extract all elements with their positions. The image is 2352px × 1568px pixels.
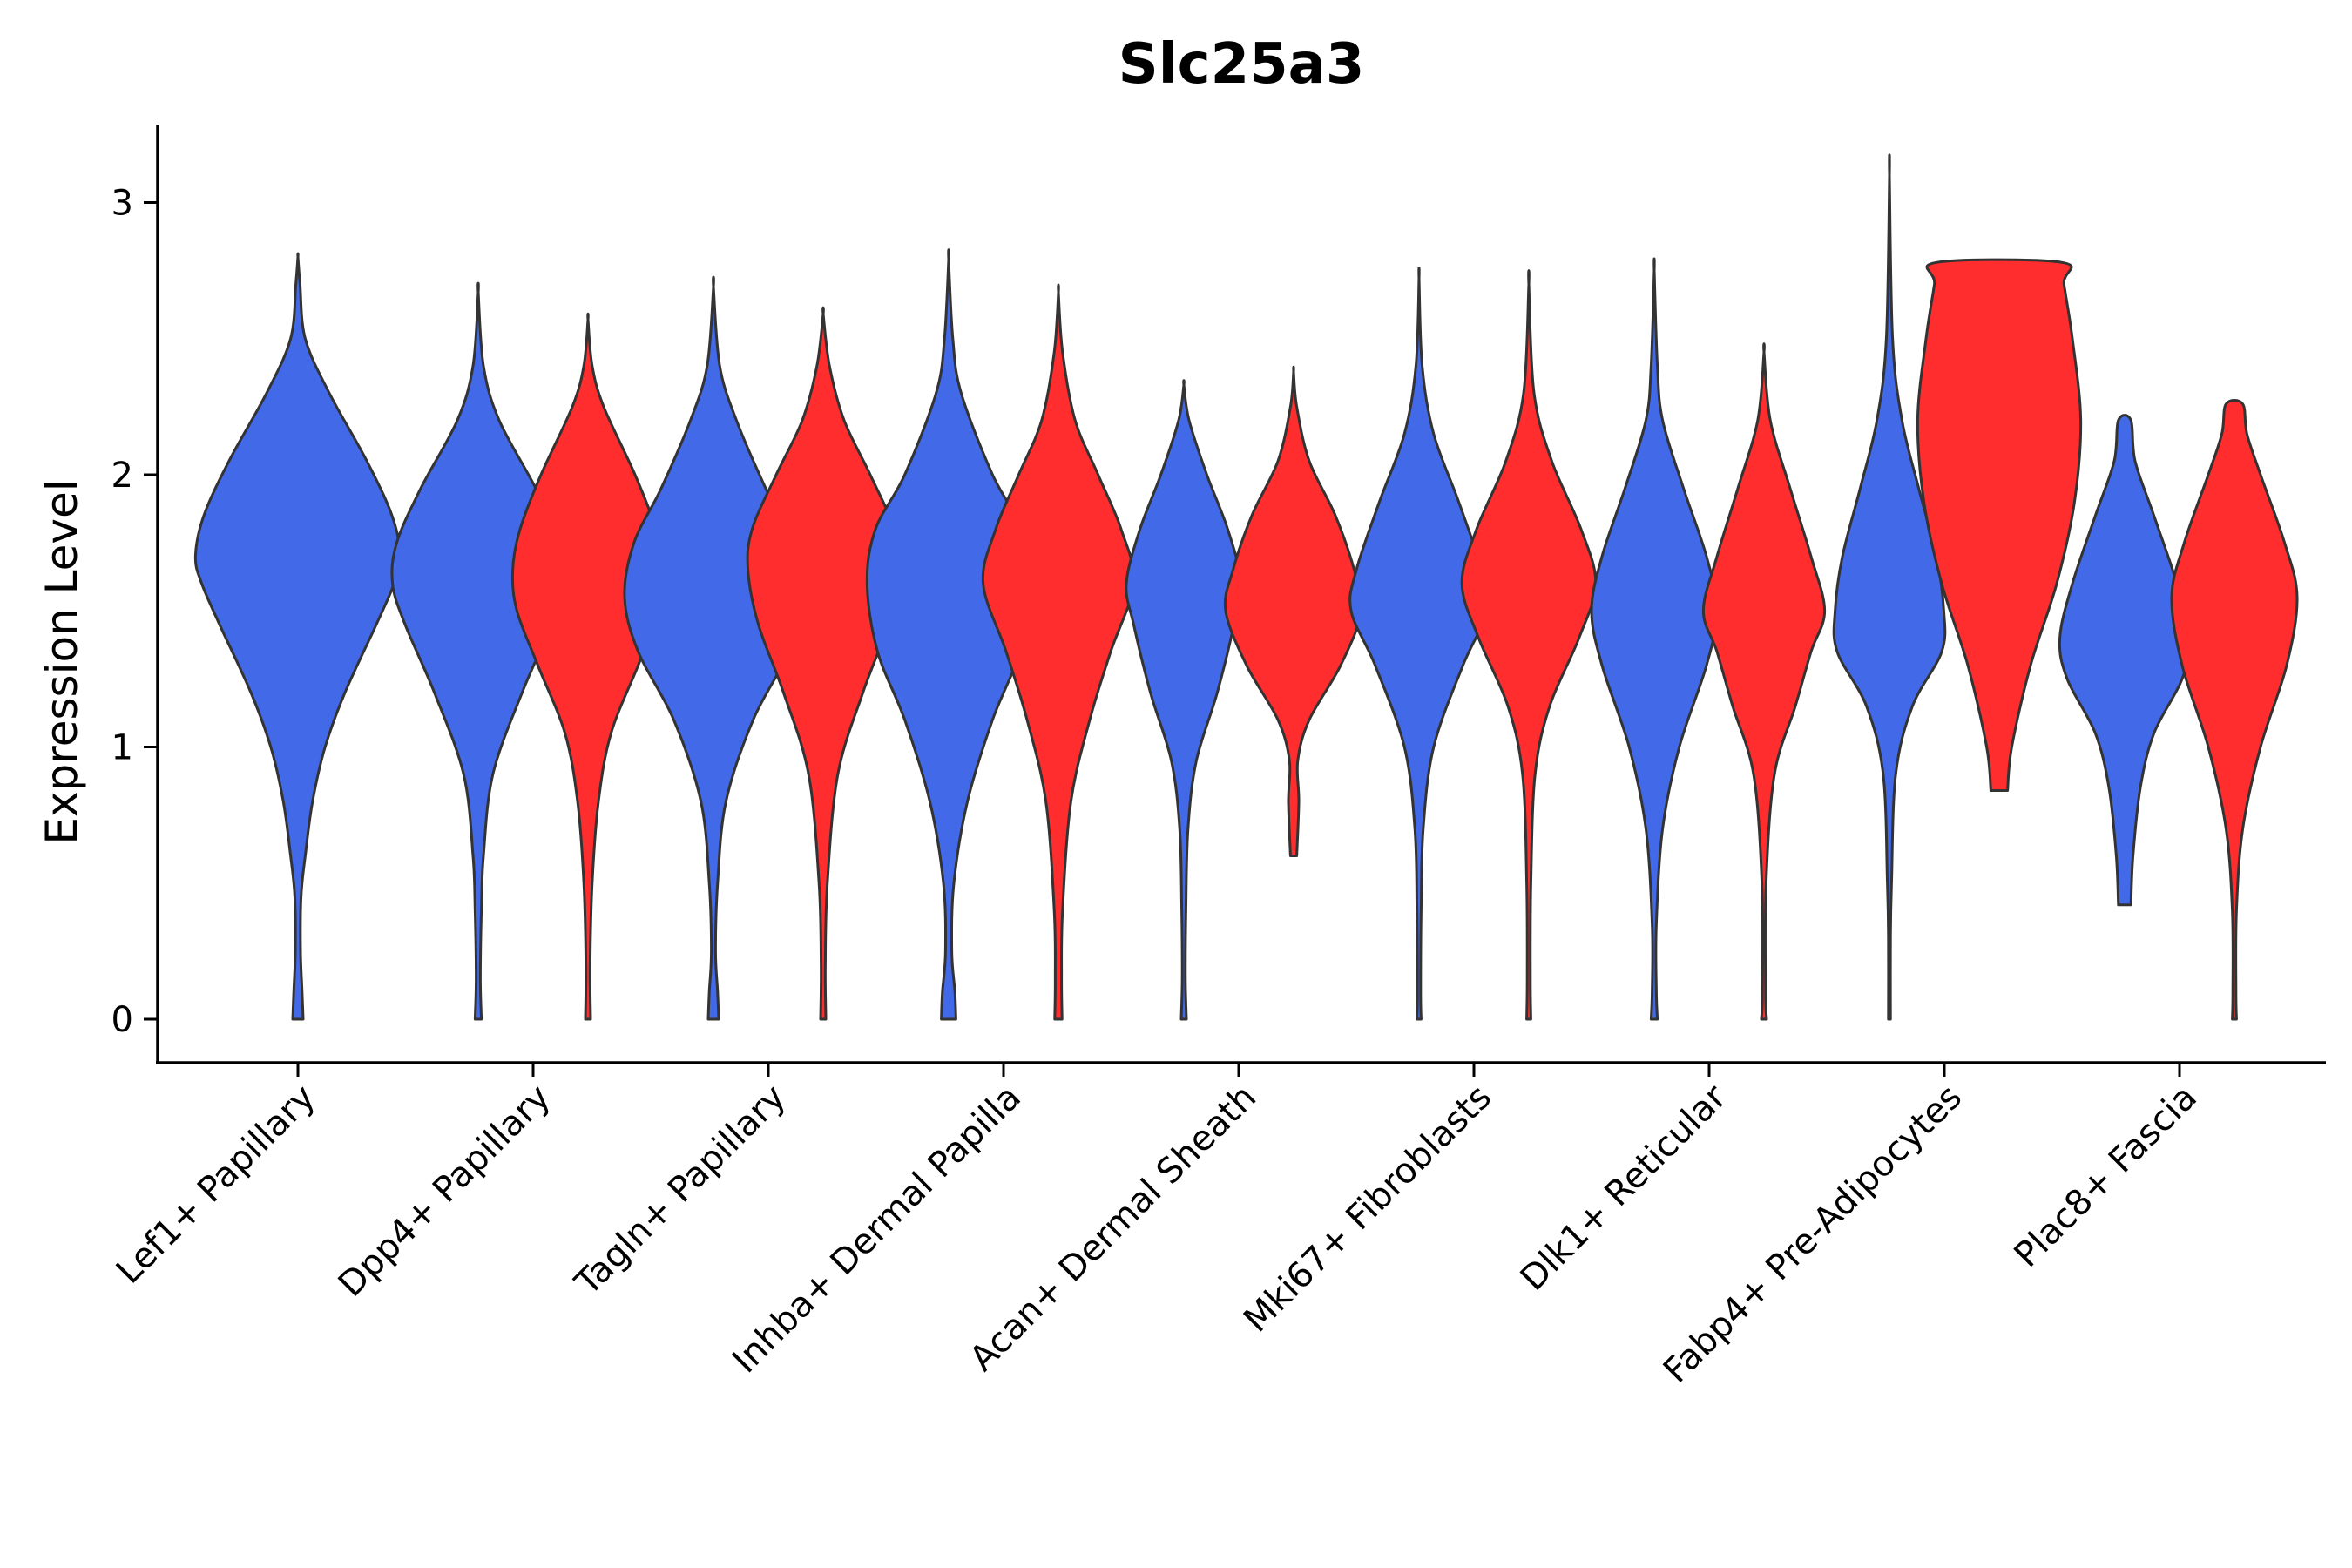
violin-group2 bbox=[746, 306, 901, 1021]
x-tick-label: Dlk1+ Reticular bbox=[1513, 1077, 1735, 1299]
y-tick-label: 3 bbox=[112, 184, 133, 224]
violin-group1 bbox=[865, 248, 1032, 1021]
violin-group2 bbox=[1701, 342, 1827, 1021]
violin-group1 bbox=[2058, 414, 2192, 907]
y-tick-label: 2 bbox=[112, 456, 133, 496]
violin-group1 bbox=[193, 252, 402, 1021]
x-tick-label: Dpp4+ Papillary bbox=[331, 1078, 558, 1305]
y-axis-label: Expression Level bbox=[37, 479, 87, 844]
y-tick-label: 0 bbox=[112, 1000, 133, 1040]
x-ticks: Lef1+ Papillary Dpp4+ Papillary Tagln+ Pap… bbox=[109, 1063, 2205, 1391]
violin-group2 bbox=[1916, 258, 2083, 792]
y-tick-label: 1 bbox=[112, 728, 133, 768]
x-tick-label: Tagln+ Papillary bbox=[567, 1078, 794, 1304]
violin-group2 bbox=[2170, 398, 2299, 1021]
x-tick-label: Mki67+ Fibroblasts bbox=[1236, 1078, 1499, 1341]
violin-group2 bbox=[1223, 365, 1364, 857]
violin-group2 bbox=[1460, 269, 1598, 1021]
violin-group1 bbox=[1590, 257, 1719, 1021]
chart-title: Slc25a3 bbox=[1119, 32, 1365, 97]
violin-group1 bbox=[623, 275, 804, 1021]
violin-group1 bbox=[1348, 266, 1490, 1021]
violin-group2 bbox=[510, 312, 666, 1021]
x-tick-label: Plac8+ Fascia bbox=[2007, 1078, 2206, 1276]
y-ticks: 0 1 2 3 bbox=[112, 184, 158, 1040]
violin-group1 bbox=[1125, 379, 1243, 1021]
violin-group2 bbox=[981, 283, 1136, 1021]
x-tick-label: Lef1+ Papillary bbox=[109, 1078, 323, 1292]
plot-area bbox=[193, 153, 2299, 1021]
violin-group1 bbox=[1832, 153, 1947, 1021]
violin-group1 bbox=[390, 281, 566, 1021]
